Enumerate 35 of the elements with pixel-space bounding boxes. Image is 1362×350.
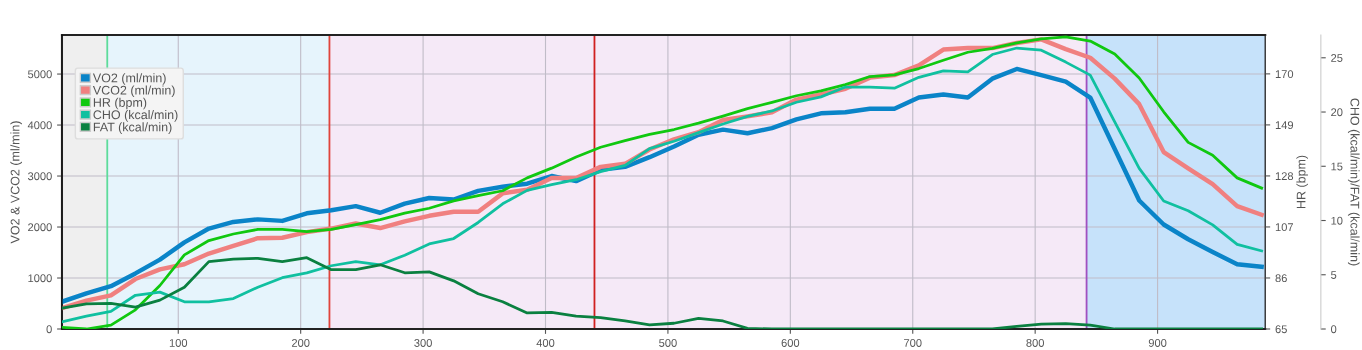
y2-tick-label: 86 [1275,274,1287,283]
y-axis-title: VO2 & VCO2 (ml/min) [10,121,22,244]
y3-tick-label: 15 [1331,162,1343,171]
x-tick-label: 800 [1026,339,1044,347]
legend-label: VCO2 (ml/min) [92,85,175,98]
y-tick-label: 4000 [27,121,52,130]
y2-axis-title: HR (bpm) [1296,155,1308,209]
y3-tick-label: 5 [1331,271,1337,279]
x-tick-label: 500 [659,339,677,347]
y2-tick-label: 128 [1275,172,1294,181]
y-tick-label: 2000 [28,223,52,232]
x-tick-label: 900 [1148,339,1167,347]
y3-tick-label: 10 [1331,216,1343,225]
x-tick-label: 100 [169,339,188,347]
y3-axis-title: CHO (kcal/min)/FAT (kcal/min) [1347,98,1360,266]
x-tick-label: 400 [536,339,555,347]
x-tick-label: 700 [904,339,922,347]
y3-tick-label: 25 [1331,54,1343,62]
y-tick-label: 5000 [27,70,52,79]
y-tick-label: 0 [46,325,52,334]
y2-tick-label: 107 [1275,223,1293,232]
legend-label: HR (bpm) [93,97,147,110]
y2-tick-label: 65 [1275,325,1287,334]
y2-tick-label: 170 [1275,70,1294,79]
x-tick-label: 600 [781,339,800,347]
y-tick-label: 1000 [28,274,52,283]
y3-tick-label: 20 [1331,108,1343,117]
x-tick-label: 200 [291,339,310,347]
y-tick-label: 3000 [27,172,52,181]
legend-label: CHO (kcal/min) [93,109,178,122]
y2-tick-label: 149 [1275,121,1294,130]
legend-label: VO2 (ml/min) [92,73,166,85]
legend-label: FAT (kcal/min) [93,122,172,134]
y3-tick-label: 0 [1331,325,1337,334]
x-tick-label: 300 [414,339,432,347]
